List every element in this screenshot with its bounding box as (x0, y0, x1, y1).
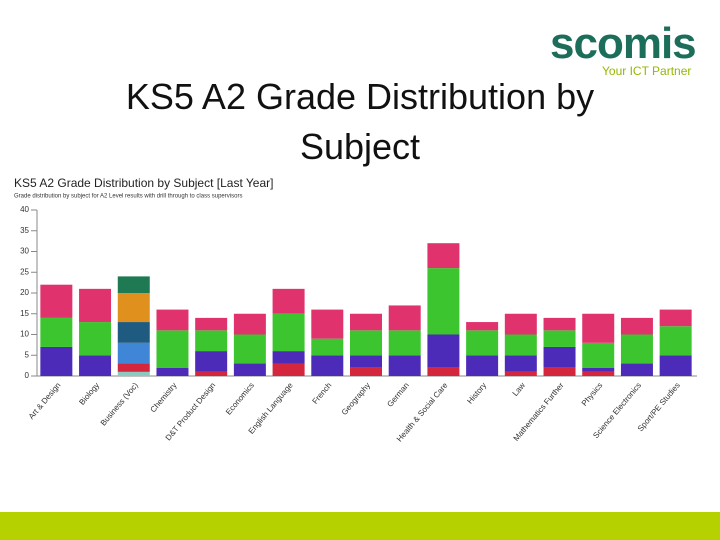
y-tick-label: 15 (20, 309, 29, 318)
bar-segment (466, 330, 499, 356)
bar-segment (582, 313, 615, 343)
bar-segment (582, 367, 615, 372)
y-tick-label: 30 (20, 247, 29, 256)
slide-title: KS5 A2 Grade Distribution by Subject (125, 76, 595, 167)
bar-segment (195, 371, 228, 376)
bar-segment (350, 367, 382, 376)
bar-segment (388, 305, 421, 331)
bar-segment (272, 351, 305, 364)
x-tick-label: History (465, 381, 488, 406)
bar-segment (543, 317, 576, 331)
bar-segment (350, 355, 382, 368)
bar-segment (156, 330, 189, 368)
bar-segment (40, 346, 73, 376)
bar-segment (272, 288, 305, 314)
x-tick-label: Chemistry (149, 381, 179, 414)
y-tick-label: 0 (25, 371, 30, 380)
bar-segment (195, 330, 228, 352)
bar-segment (659, 326, 692, 356)
bar-segment (659, 309, 692, 327)
bar-segment (311, 309, 344, 339)
bar-segment (156, 367, 189, 376)
bar-segment (117, 276, 150, 293)
bar-segment (233, 334, 266, 364)
bar-segment (582, 342, 615, 368)
bar-segment (272, 363, 305, 376)
bar-segment (582, 371, 615, 376)
bar-segment (620, 334, 653, 364)
y-tick-label: 5 (25, 350, 30, 359)
bar-segment (233, 363, 266, 376)
bar-segment (117, 371, 150, 376)
bar-segment (117, 293, 150, 323)
x-tick-label: Physics (580, 381, 605, 408)
bar-segment (117, 322, 150, 343)
bar-segment (195, 317, 228, 331)
bar-segment (117, 363, 150, 372)
bar-segment (427, 268, 460, 335)
bar-segment (504, 371, 537, 376)
bar-segment (504, 355, 537, 372)
bar-segment (117, 342, 150, 364)
footer-band (0, 512, 720, 540)
chart-subtitle: Grade distribution by subject for A2 Lev… (14, 194, 242, 200)
bar-segment (466, 322, 499, 331)
bar-segment (427, 367, 460, 376)
bar-segment (79, 288, 112, 323)
bar-segment (620, 363, 653, 376)
bar-segment (272, 313, 305, 352)
bar-segment (543, 367, 576, 376)
chart: KS5 A2 Grade Distribution by Subject [La… (14, 176, 697, 444)
x-tick-label: German (385, 381, 410, 409)
x-tick-label: Business (Voc) (99, 381, 140, 428)
bar-segment (350, 330, 382, 356)
bar-segment (311, 338, 344, 356)
bar-segment (620, 317, 653, 335)
bar-segment (311, 355, 344, 376)
x-tick-label: Economics (224, 381, 256, 417)
x-tick-label: Sport/PE Studies (636, 381, 682, 433)
y-tick-label: 10 (20, 330, 29, 339)
bar-segment (79, 355, 112, 376)
y-tick-label: 20 (20, 288, 29, 297)
x-tick-label: Geography (340, 381, 372, 417)
bar-segment (156, 309, 189, 331)
bar-segment (543, 330, 576, 347)
bar-segment (233, 313, 266, 335)
x-tick-label: Law (511, 381, 527, 398)
x-tick-label: Biology (77, 381, 101, 407)
bar-segment (466, 355, 499, 376)
y-tick-label: 35 (20, 226, 29, 235)
chart-title: KS5 A2 Grade Distribution by Subject [La… (14, 176, 274, 190)
bar-segment (504, 334, 537, 356)
y-tick-label: 40 (20, 205, 29, 214)
bar-segment (659, 355, 692, 376)
logo: scomis (550, 19, 697, 68)
bar-segment (40, 284, 73, 318)
bar-segment (40, 317, 73, 347)
bar-segment (350, 313, 382, 331)
bar-segment (388, 355, 421, 376)
y-tick-label: 25 (20, 267, 29, 276)
bar-segment (427, 334, 460, 368)
bar-segment (543, 346, 576, 368)
bar-segment (388, 330, 421, 356)
bar-segment (504, 313, 537, 335)
x-tick-label: French (311, 381, 334, 406)
tagline: Your ICT Partner (602, 64, 692, 78)
bar-segment (427, 243, 460, 269)
x-tick-label: Art & Design (27, 381, 63, 421)
bar-segment (195, 351, 228, 372)
bar-segment (79, 322, 112, 356)
